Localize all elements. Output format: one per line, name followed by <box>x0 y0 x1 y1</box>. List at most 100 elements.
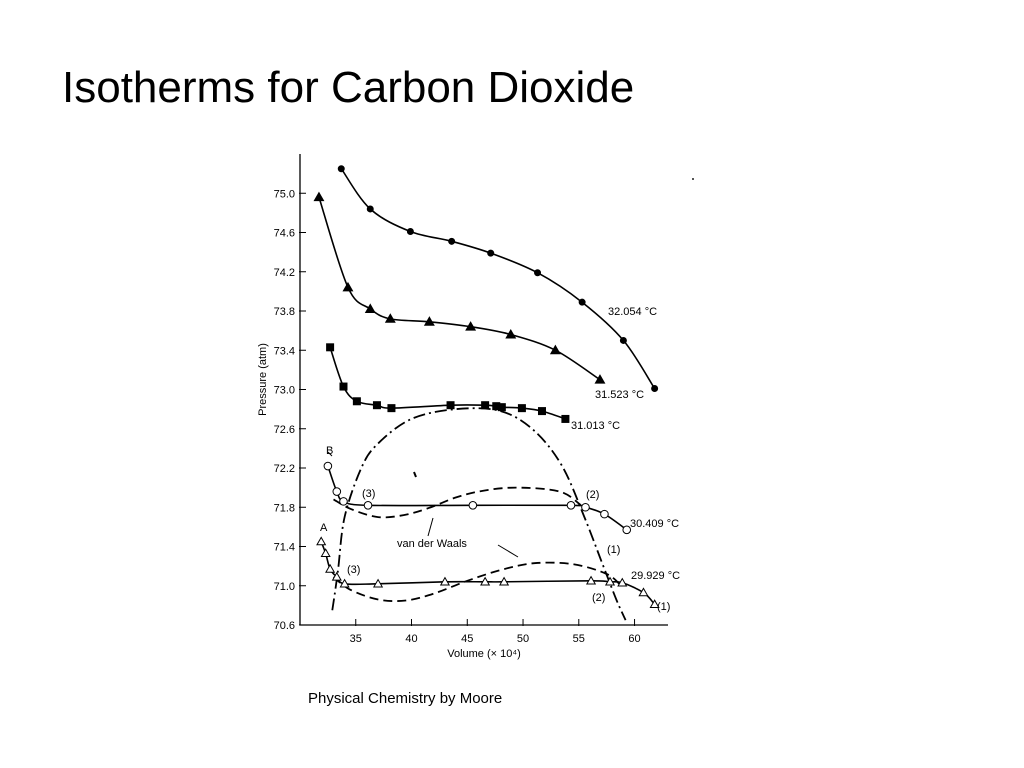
data-point <box>487 249 495 257</box>
y-tick-label: 74.6 <box>274 228 295 240</box>
series-label: 30.409 °C <box>630 518 679 530</box>
series-0 <box>337 165 659 393</box>
y-tick-label: 71.0 <box>274 581 295 593</box>
data-point <box>497 403 506 412</box>
y-tick-label: 73.4 <box>274 345 295 357</box>
data-point <box>638 587 649 597</box>
branch-label: (3) <box>347 564 360 576</box>
scan-speck <box>692 178 694 180</box>
chart-curves <box>331 407 627 621</box>
data-point <box>342 281 354 292</box>
data-point <box>387 404 396 413</box>
vdw-leader <box>497 544 519 558</box>
branch-label: (1) <box>657 601 670 613</box>
data-point <box>363 500 373 510</box>
isotherm-chart: 70.6 71.0 71.4 71.8 72.2 72.6 73.0 73.4 73.8 74.2… <box>257 154 680 660</box>
data-point <box>313 191 325 202</box>
series-2 <box>326 343 570 423</box>
data-point <box>619 336 627 344</box>
data-point <box>585 575 597 585</box>
y-tick-label: 72.2 <box>274 463 295 475</box>
branch-label: (1) <box>607 544 620 556</box>
data-point <box>578 298 586 306</box>
y-tick-label: 71.8 <box>274 502 295 514</box>
x-tick-label: 50 <box>517 633 529 645</box>
b-tick-mark <box>327 451 333 457</box>
branch-label: (2) <box>586 489 599 501</box>
data-point <box>465 321 477 331</box>
y-tick-label: 74.2 <box>274 267 295 279</box>
data-point <box>534 269 542 277</box>
data-point <box>481 401 490 410</box>
data-point <box>352 397 361 406</box>
data-point <box>505 328 517 339</box>
curve-van-der-waals <box>333 486 582 519</box>
data-point <box>366 205 374 213</box>
y-tick-label: 71.4 <box>274 542 295 554</box>
data-point <box>517 404 526 413</box>
data-point <box>622 525 632 535</box>
data-point <box>617 577 628 587</box>
data-point <box>561 414 570 423</box>
data-point <box>316 536 327 546</box>
data-point <box>651 385 659 393</box>
y-axis-title: Pressure (atm) <box>257 343 269 416</box>
y-tick-label: 70.6 <box>274 620 295 632</box>
data-point <box>448 237 456 245</box>
data-point <box>320 548 331 558</box>
x-tick-label: 55 <box>573 633 585 645</box>
y-tick-label: 72.6 <box>274 424 295 436</box>
series-3 <box>323 461 632 535</box>
point-label-a: A <box>320 522 328 534</box>
curve-coexistence <box>331 407 627 621</box>
y-tick-label: 73.0 <box>274 385 295 397</box>
point-label-b: B <box>326 445 333 457</box>
chart-series <box>313 165 660 609</box>
series-label: 29.929 °C <box>631 570 680 582</box>
data-point <box>604 576 616 586</box>
data-point <box>339 382 348 391</box>
data-point <box>323 461 333 471</box>
data-point <box>446 401 455 410</box>
x-tick-label: 60 <box>628 633 640 645</box>
data-point <box>331 571 342 581</box>
data-point <box>480 576 491 586</box>
data-point <box>326 343 335 352</box>
x-axis-title: Volume (× 10⁴) <box>447 648 521 660</box>
chart-labels: 32.054 °C 31.523 °C 31.013 °C 30.409 °C 29.9… <box>320 306 680 613</box>
chart-axes: 70.6 71.0 71.4 71.8 72.2 72.6 73.0 73.4 73.8 74.2… <box>257 154 668 660</box>
x-tick-label: 40 <box>405 633 417 645</box>
x-tick-label: 35 <box>350 633 362 645</box>
data-point <box>581 502 590 512</box>
scan-speck <box>413 471 417 478</box>
data-point <box>337 165 345 173</box>
slide-title: Isotherms for Carbon Dioxide <box>62 63 635 112</box>
series-label: 31.523 °C <box>595 389 644 401</box>
series-4 <box>316 536 660 609</box>
curve-dashed-1 <box>332 561 622 602</box>
data-point <box>594 374 606 384</box>
data-point <box>384 313 396 323</box>
series-label: 32.054 °C <box>608 306 657 318</box>
vdw-label: van der Waals <box>397 538 467 550</box>
data-point <box>332 487 342 496</box>
branch-label: (2) <box>592 592 605 604</box>
data-point <box>364 303 376 313</box>
data-point <box>600 509 609 519</box>
series-label: 31.013 °C <box>571 420 620 432</box>
series-1 <box>313 191 606 384</box>
data-point <box>537 407 546 416</box>
branch-label: (3) <box>362 488 375 500</box>
data-point <box>649 599 660 609</box>
data-point <box>566 500 576 510</box>
data-point <box>549 344 561 355</box>
y-tick-label: 75.0 <box>274 188 295 200</box>
data-point <box>406 228 414 236</box>
data-point <box>439 576 451 586</box>
data-point <box>372 578 384 588</box>
data-point <box>423 316 435 326</box>
data-point <box>372 401 381 410</box>
vdw-leader <box>427 517 434 537</box>
y-tick-label: 73.8 <box>274 306 295 318</box>
data-point <box>339 497 348 506</box>
